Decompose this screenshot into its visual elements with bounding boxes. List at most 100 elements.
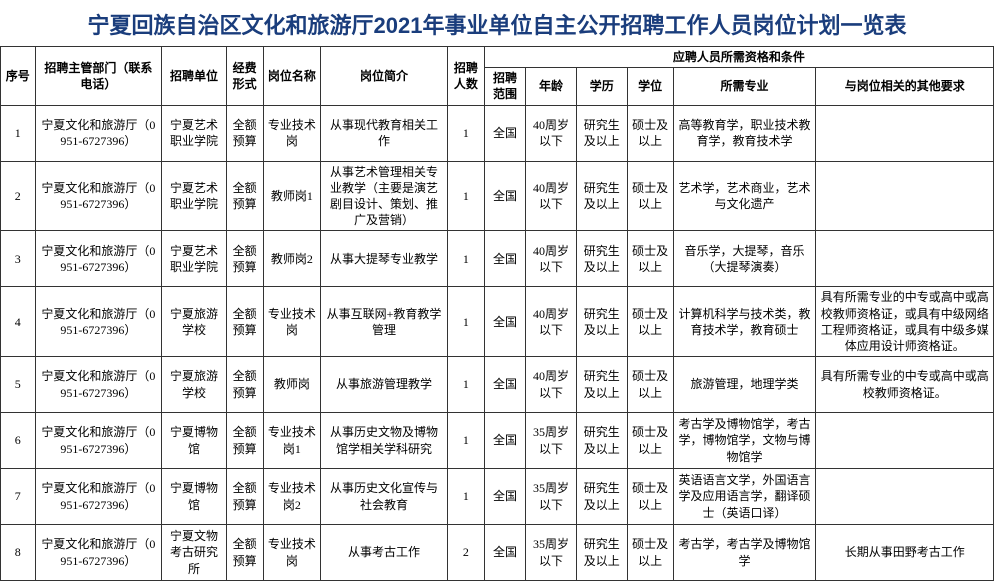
recruitment-table: 序号 招聘主管部门（联系电话） 招聘单位 经费形式 岗位名称 岗位简介 招聘人数… bbox=[0, 46, 994, 581]
cell-fund: 全额预算 bbox=[226, 413, 263, 469]
table-row: 5宁夏文化和旅游厅（0951-6727396）宁夏旅游学校全额预算教师岗从事旅游… bbox=[1, 357, 994, 413]
cell-scope: 全国 bbox=[484, 357, 525, 413]
cell-other: 具有所需专业的中专或高中或高校教师资格证。 bbox=[816, 357, 994, 413]
cell-pos: 专业技术岗 bbox=[263, 287, 321, 357]
cell-fund: 全额预算 bbox=[226, 105, 263, 161]
page-title: 宁夏回族自治区文化和旅游厅2021年事业单位自主公开招聘工作人员岗位计划一览表 bbox=[0, 0, 994, 46]
header-desc: 岗位简介 bbox=[321, 47, 448, 106]
cell-pos: 教师岗1 bbox=[263, 161, 321, 231]
cell-edu: 研究生及以上 bbox=[576, 287, 627, 357]
cell-age: 40周岁以下 bbox=[526, 231, 577, 287]
cell-deg: 硕士及以上 bbox=[627, 161, 673, 231]
cell-unit: 宁夏博物馆 bbox=[162, 413, 227, 469]
cell-fund: 全额预算 bbox=[226, 525, 263, 581]
cell-other bbox=[816, 413, 994, 469]
cell-seq: 7 bbox=[1, 469, 36, 525]
header-unit: 招聘单位 bbox=[162, 47, 227, 106]
header-count: 招聘人数 bbox=[447, 47, 484, 106]
cell-desc: 从事旅游管理教学 bbox=[321, 357, 448, 413]
cell-deg: 硕士及以上 bbox=[627, 525, 673, 581]
table-row: 4宁夏文化和旅游厅（0951-6727396）宁夏旅游学校全额预算专业技术岗从事… bbox=[1, 287, 994, 357]
cell-scope: 全国 bbox=[484, 231, 525, 287]
cell-edu: 研究生及以上 bbox=[576, 231, 627, 287]
cell-edu: 研究生及以上 bbox=[576, 357, 627, 413]
cell-seq: 8 bbox=[1, 525, 36, 581]
header-dept: 招聘主管部门（联系电话） bbox=[35, 47, 162, 106]
header-age: 年龄 bbox=[526, 68, 577, 105]
cell-deg: 硕士及以上 bbox=[627, 231, 673, 287]
cell-edu: 研究生及以上 bbox=[576, 105, 627, 161]
cell-deg: 硕士及以上 bbox=[627, 357, 673, 413]
cell-dept: 宁夏文化和旅游厅（0951-6727396） bbox=[35, 161, 162, 231]
cell-seq: 3 bbox=[1, 231, 36, 287]
cell-count: 1 bbox=[447, 105, 484, 161]
cell-pos: 教师岗 bbox=[263, 357, 321, 413]
cell-age: 40周岁以下 bbox=[526, 161, 577, 231]
header-edu: 学历 bbox=[576, 68, 627, 105]
header-pos: 岗位名称 bbox=[263, 47, 321, 106]
header-scope: 招聘范围 bbox=[484, 68, 525, 105]
cell-desc: 从事历史文物及博物馆学相关学科研究 bbox=[321, 413, 448, 469]
cell-other bbox=[816, 105, 994, 161]
cell-pos: 专业技术岗 bbox=[263, 105, 321, 161]
cell-scope: 全国 bbox=[484, 287, 525, 357]
cell-other bbox=[816, 469, 994, 525]
header-deg: 学位 bbox=[627, 68, 673, 105]
cell-scope: 全国 bbox=[484, 413, 525, 469]
cell-seq: 6 bbox=[1, 413, 36, 469]
cell-desc: 从事历史文化宣传与社会教育 bbox=[321, 469, 448, 525]
cell-dept: 宁夏文化和旅游厅（0951-6727396） bbox=[35, 357, 162, 413]
cell-pos: 教师岗2 bbox=[263, 231, 321, 287]
header-major: 所需专业 bbox=[673, 68, 816, 105]
cell-fund: 全额预算 bbox=[226, 287, 263, 357]
cell-unit: 宁夏博物馆 bbox=[162, 469, 227, 525]
cell-count: 1 bbox=[447, 413, 484, 469]
cell-age: 40周岁以下 bbox=[526, 105, 577, 161]
cell-edu: 研究生及以上 bbox=[576, 413, 627, 469]
cell-major: 考古学，考古学及博物馆学 bbox=[673, 525, 816, 581]
cell-dept: 宁夏文化和旅游厅（0951-6727396） bbox=[35, 287, 162, 357]
cell-other: 具有所需专业的中专或高中或高校教师资格证，或具有中级网络工程师资格证，或具有中级… bbox=[816, 287, 994, 357]
cell-pos: 专业技术岗 bbox=[263, 525, 321, 581]
cell-seq: 4 bbox=[1, 287, 36, 357]
cell-fund: 全额预算 bbox=[226, 231, 263, 287]
header-seq: 序号 bbox=[1, 47, 36, 106]
cell-scope: 全国 bbox=[484, 161, 525, 231]
cell-count: 1 bbox=[447, 231, 484, 287]
cell-scope: 全国 bbox=[484, 105, 525, 161]
cell-desc: 从事艺术管理相关专业教学（主要是演艺剧目设计、策划、推广及营销） bbox=[321, 161, 448, 231]
cell-edu: 研究生及以上 bbox=[576, 161, 627, 231]
cell-major: 考古学及博物馆学，考古学，博物馆学，文物与博物馆学 bbox=[673, 413, 816, 469]
cell-seq: 1 bbox=[1, 105, 36, 161]
cell-desc: 从事考古工作 bbox=[321, 525, 448, 581]
cell-unit: 宁夏旅游学校 bbox=[162, 287, 227, 357]
cell-seq: 2 bbox=[1, 161, 36, 231]
cell-count: 1 bbox=[447, 469, 484, 525]
header-other: 与岗位相关的其他要求 bbox=[816, 68, 994, 105]
cell-count: 2 bbox=[447, 525, 484, 581]
header-fund: 经费形式 bbox=[226, 47, 263, 106]
cell-pos: 专业技术岗1 bbox=[263, 413, 321, 469]
cell-age: 35周岁以下 bbox=[526, 525, 577, 581]
cell-major: 旅游管理，地理学类 bbox=[673, 357, 816, 413]
cell-dept: 宁夏文化和旅游厅（0951-6727396） bbox=[35, 231, 162, 287]
cell-dept: 宁夏文化和旅游厅（0951-6727396） bbox=[35, 525, 162, 581]
cell-deg: 硕士及以上 bbox=[627, 287, 673, 357]
cell-scope: 全国 bbox=[484, 525, 525, 581]
cell-dept: 宁夏文化和旅游厅（0951-6727396） bbox=[35, 469, 162, 525]
cell-unit: 宁夏文物考古研究所 bbox=[162, 525, 227, 581]
cell-dept: 宁夏文化和旅游厅（0951-6727396） bbox=[35, 413, 162, 469]
cell-desc: 从事大提琴专业教学 bbox=[321, 231, 448, 287]
cell-count: 1 bbox=[447, 357, 484, 413]
cell-major: 高等教育学，职业技术教育学，教育技术学 bbox=[673, 105, 816, 161]
table-row: 7宁夏文化和旅游厅（0951-6727396）宁夏博物馆全额预算专业技术岗2从事… bbox=[1, 469, 994, 525]
cell-unit: 宁夏旅游学校 bbox=[162, 357, 227, 413]
cell-major: 艺术学，艺术商业，艺术与文化遗产 bbox=[673, 161, 816, 231]
table-row: 2宁夏文化和旅游厅（0951-6727396）宁夏艺术职业学院全额预算教师岗1从… bbox=[1, 161, 994, 231]
cell-other: 长期从事田野考古工作 bbox=[816, 525, 994, 581]
cell-deg: 硕士及以上 bbox=[627, 469, 673, 525]
table-row: 8宁夏文化和旅游厅（0951-6727396）宁夏文物考古研究所全额预算专业技术… bbox=[1, 525, 994, 581]
cell-other bbox=[816, 231, 994, 287]
cell-unit: 宁夏艺术职业学院 bbox=[162, 105, 227, 161]
cell-desc: 从事互联网+教育教学管理 bbox=[321, 287, 448, 357]
